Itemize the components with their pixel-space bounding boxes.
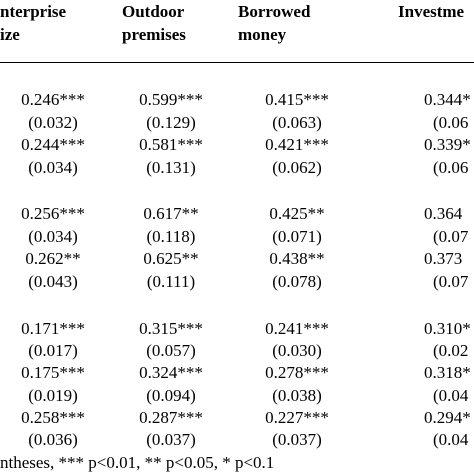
table-cell: 0.599*** bbox=[139, 90, 203, 109]
table-cell: (0.017) bbox=[28, 341, 78, 360]
table-note: ntheses, *** p<0.01, ** p<0.05, * p<0.1 bbox=[0, 453, 275, 472]
table-cell: 0.262** bbox=[25, 249, 81, 268]
table-cell: (0.07 bbox=[433, 272, 469, 291]
table-cell: (0.030) bbox=[272, 341, 322, 360]
table-cell: (0.06 bbox=[433, 158, 469, 177]
column-header: money bbox=[238, 25, 287, 44]
table-cell: (0.034) bbox=[28, 158, 78, 177]
table-cell: (0.034) bbox=[28, 227, 78, 246]
table-cell: 0.287*** bbox=[139, 408, 203, 427]
table-cell: 0.315*** bbox=[139, 319, 203, 338]
table-cell: (0.037) bbox=[146, 430, 196, 449]
table-cell: 0.324*** bbox=[139, 363, 203, 382]
table-cell: (0.071) bbox=[272, 227, 322, 246]
table-cell: 0.278*** bbox=[265, 363, 329, 382]
table-cell: 0.344* bbox=[424, 90, 471, 109]
table-cell: (0.057) bbox=[146, 341, 196, 360]
table-cell: (0.062) bbox=[272, 158, 322, 177]
table-cell: (0.037) bbox=[272, 430, 322, 449]
table-cell: (0.04 bbox=[433, 430, 469, 449]
table-cell: (0.036) bbox=[28, 430, 78, 449]
table-cell: 0.364 bbox=[424, 204, 463, 223]
table-cell: (0.032) bbox=[28, 113, 78, 132]
table-cell: (0.019) bbox=[28, 386, 78, 405]
table-cell: 0.438** bbox=[269, 249, 325, 268]
table-cell: 0.246*** bbox=[21, 90, 85, 109]
table-cell: 0.318* bbox=[424, 363, 471, 382]
table-cell: 0.310* bbox=[424, 319, 471, 338]
table-cell: 0.258*** bbox=[21, 408, 85, 427]
table-cell: 0.227*** bbox=[265, 408, 329, 427]
table-cell: 0.241*** bbox=[265, 319, 329, 338]
header-rule bbox=[0, 62, 474, 63]
table-cell: 0.339* bbox=[424, 135, 471, 154]
table-cell: 0.425** bbox=[269, 204, 325, 223]
table-cell: (0.129) bbox=[146, 113, 196, 132]
table-cell: (0.078) bbox=[272, 272, 322, 291]
table-cell: 0.294* bbox=[424, 408, 471, 427]
table-cell: (0.04 bbox=[433, 386, 469, 405]
table-cell: 0.415*** bbox=[265, 90, 329, 109]
column-header: Borrowed bbox=[238, 2, 311, 21]
table-cell: (0.07 bbox=[433, 227, 469, 246]
table-cell: 0.256*** bbox=[21, 204, 85, 223]
table-cell: 0.175*** bbox=[21, 363, 85, 382]
table-cell: 0.625** bbox=[143, 249, 199, 268]
table-cell: 0.171*** bbox=[21, 319, 85, 338]
table-cell: (0.02 bbox=[433, 341, 469, 360]
table-cell: (0.038) bbox=[272, 386, 322, 405]
table-cell: (0.131) bbox=[146, 158, 196, 177]
table-cell: 0.373 bbox=[424, 249, 463, 268]
table-cell: 0.617** bbox=[143, 204, 199, 223]
column-header: ize bbox=[0, 25, 20, 44]
table-cell: (0.118) bbox=[146, 227, 196, 246]
column-header: Investme bbox=[398, 2, 465, 21]
table-cell: 0.581*** bbox=[139, 135, 203, 154]
table-cell: 0.244*** bbox=[21, 135, 85, 154]
table-cell: 0.421*** bbox=[265, 135, 329, 154]
table-cell: (0.06 bbox=[433, 113, 469, 132]
table-cell: (0.063) bbox=[272, 113, 322, 132]
table-cell: (0.111) bbox=[146, 272, 196, 291]
table-cell: (0.043) bbox=[28, 272, 78, 291]
column-header: nterprise bbox=[0, 2, 67, 21]
table-cell: (0.094) bbox=[146, 386, 196, 405]
column-header: premises bbox=[122, 25, 186, 44]
column-header: Outdoor bbox=[122, 2, 185, 21]
